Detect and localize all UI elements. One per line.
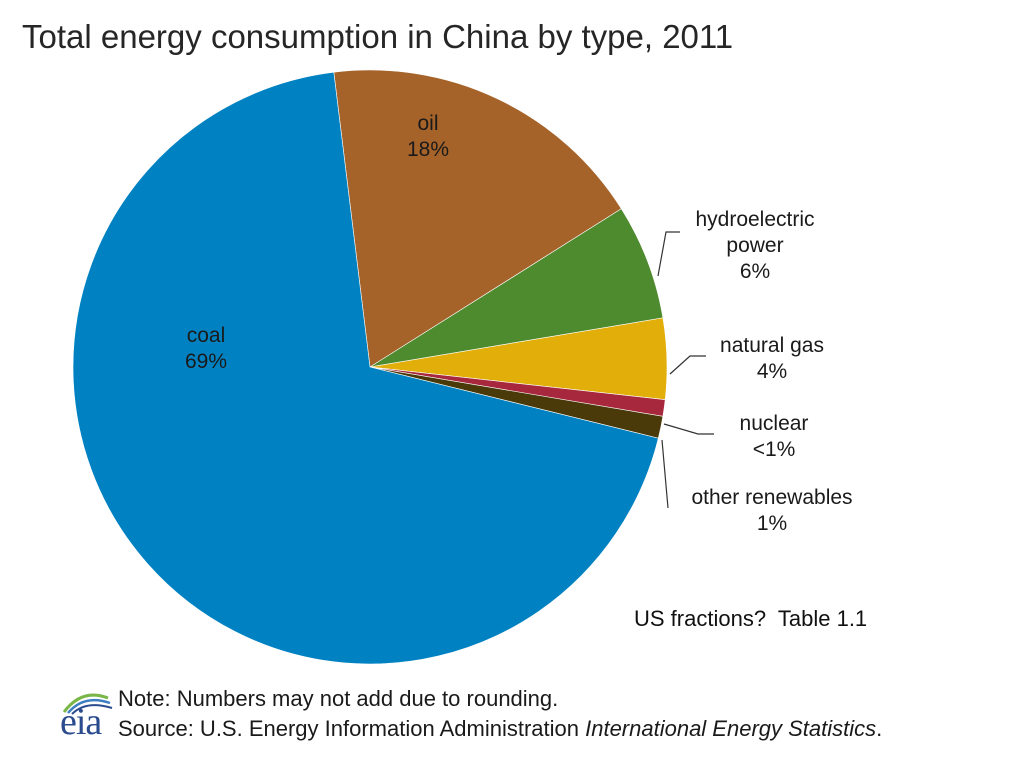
footer-source-suffix: .: [876, 716, 883, 741]
slice-name-hydroelectric-power: power: [726, 234, 783, 257]
footer-note: Note: Numbers may not add due to roundin…: [118, 686, 559, 711]
slice-name-nuclear: nuclear: [740, 412, 809, 435]
slice-label-hydroelectric-power: hydroelectric power 6%: [695, 208, 814, 283]
slice-name-natural-gas: natural gas: [720, 334, 824, 357]
eia-logo-text: eia: [60, 701, 102, 743]
footer-source-prefix: Source: U.S. Energy Information Administ…: [118, 716, 586, 741]
slice-name-hydroelectric-power: hydroelectric: [695, 208, 814, 231]
slice-value-natural-gas: 4%: [757, 360, 787, 383]
slice-value-oil: 18%: [407, 138, 449, 161]
pie-slice-oil: [333, 69, 622, 368]
slice-label-natural-gas: natural gas 4%: [720, 334, 824, 383]
slice-label-nuclear: nuclear <1%: [740, 412, 809, 461]
eia-logo: eia: [60, 686, 120, 748]
footer-source-publication: International Energy Statistics: [585, 716, 877, 741]
leader-line-natural-gas: [669, 355, 706, 375]
slice-name-oil: oil: [417, 112, 438, 135]
pie-slice-coal: [72, 71, 659, 665]
side-note: US fractions? Table 1.1: [634, 606, 868, 631]
leader-line-nuclear: [663, 423, 714, 435]
slice-name-coal: coal: [187, 324, 226, 347]
footer: eia Note: Numbers may not add due to rou…: [60, 682, 1020, 752]
slice-value-nuclear: <1%: [753, 438, 796, 461]
pie-chart: oil 18%hydroelectric power 6%natural gas 4%n…: [72, 69, 853, 665]
leader-line-hydroelectric-power: [657, 231, 680, 277]
slice-label-coal: coal 69%: [185, 324, 227, 373]
slice-name-other-renewables: other renewables: [691, 486, 852, 509]
slice-label-other-renewables: other renewables 1%: [691, 486, 852, 535]
slice-label-oil: oil 18%: [407, 112, 449, 161]
slice-value-other-renewables: 1%: [757, 512, 787, 535]
footer-source: Source: U.S. Energy Information Administ…: [118, 716, 882, 742]
leader-line-other-renewables: [661, 439, 669, 509]
chart-title: Total energy consumption in China by typ…: [22, 18, 734, 55]
slice-value-hydroelectric-power: 6%: [740, 260, 770, 283]
pie-slice-hydroelectric-power: [369, 208, 664, 368]
slice-value-coal: 69%: [185, 350, 227, 373]
eia-logo-swoosh-icon: [62, 693, 113, 715]
